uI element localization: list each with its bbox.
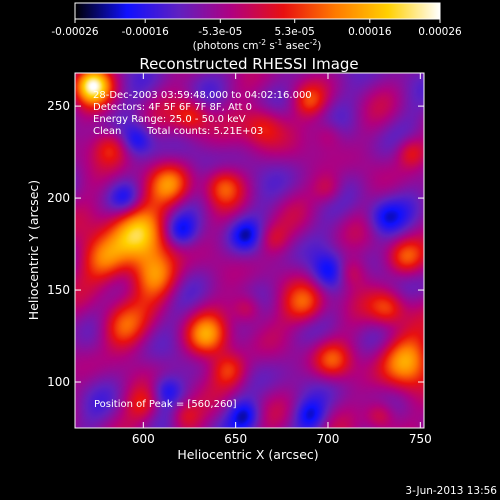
x-tick-label: 750 <box>409 432 432 446</box>
colorbar-tick-label: -5.3e-05 <box>198 26 242 38</box>
annotation-detectors: Detectors: 4F 5F 6F 7F 8F, Att 0 <box>93 102 252 113</box>
annotation-time-range: 28-Dec-2003 03:59:48.000 to 04:02:16.000 <box>93 90 312 101</box>
x-tick-labels: 600 650 700 750 <box>132 432 432 446</box>
annotation-total-counts: Total counts: 5.21E+03 <box>146 126 263 137</box>
colorbar-ticks <box>75 19 440 23</box>
y-tick-label: 150 <box>47 283 70 297</box>
y-tick-label: 250 <box>47 99 70 113</box>
x-axis-label: Heliocentric X (arcsec) <box>177 447 318 462</box>
y-tick-label: 100 <box>47 375 70 389</box>
chart-title: Reconstructed RHESSI Image <box>139 55 358 73</box>
colorbar-unit: (photons cm-2 s-1 asec-2) <box>193 38 322 52</box>
colorbar-tick-label: -0.00026 <box>51 26 99 38</box>
colorbar-gradient <box>75 3 440 19</box>
x-tick-label: 600 <box>132 432 155 446</box>
x-tick-label: 650 <box>224 432 247 446</box>
colorbar-tick-label: 5.3e-05 <box>275 26 315 38</box>
y-tick-label: 200 <box>47 191 70 205</box>
annotation-algorithm: Clean <box>93 126 121 137</box>
colorbar-tick-label: 0.00026 <box>418 26 462 38</box>
annotation-peak: Position of Peak = [560,260] <box>94 399 237 410</box>
date-stamp: 3-Jun-2013 13:56 <box>405 485 497 497</box>
x-tick-label: 700 <box>317 432 340 446</box>
y-tick-labels: 100 150 200 250 <box>47 99 70 389</box>
annotation-energy: Energy Range: 25.0 - 50.0 keV <box>93 114 246 125</box>
colorbar: -0.00026 -0.00016 -5.3e-05 5.3e-05 0.00016 0.… <box>51 3 462 52</box>
colorbar-tick-labels: -0.00026 -0.00016 -5.3e-05 5.3e-05 0.00016 0.… <box>51 26 462 38</box>
colorbar-tick-label: 0.00016 <box>348 26 392 38</box>
y-axis-label: Heliocentric Y (arcsec) <box>26 180 41 320</box>
colorbar-tick-label: -0.00016 <box>122 26 170 38</box>
